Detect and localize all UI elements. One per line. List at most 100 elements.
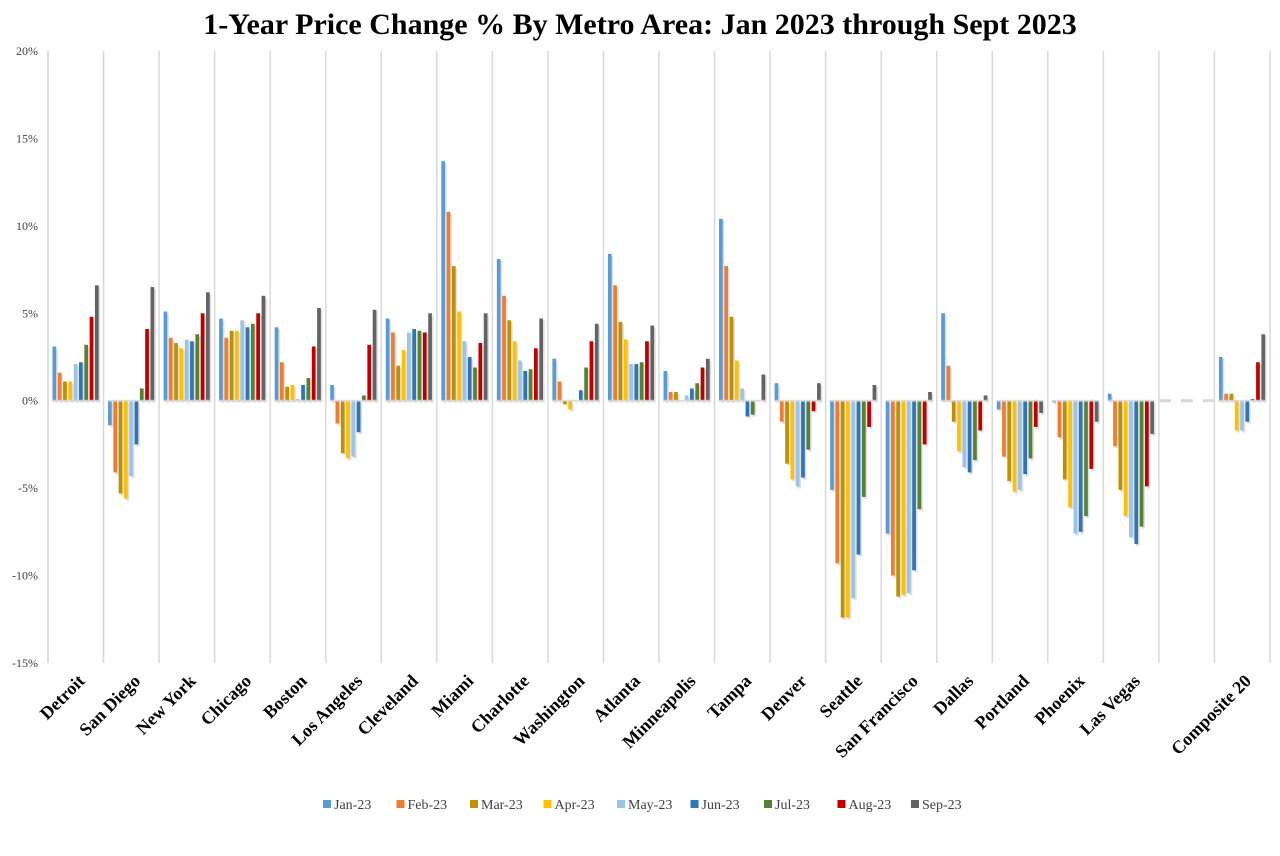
bar — [467, 357, 472, 401]
bar — [174, 343, 178, 401]
x-tick-label: Miami — [427, 671, 477, 721]
bar — [719, 218, 723, 401]
bar — [552, 358, 557, 401]
bar — [700, 367, 705, 401]
bar — [412, 329, 417, 401]
bar — [534, 348, 538, 401]
bar — [63, 381, 67, 401]
bar — [52, 346, 57, 401]
bar — [734, 360, 739, 401]
y-axis: 20% 15% 10% 5% 0% -5% -10% -15% — [12, 44, 49, 670]
bar — [1068, 400, 1072, 508]
bar — [790, 400, 795, 480]
bar — [1073, 400, 1078, 534]
bar — [896, 400, 900, 597]
bar — [589, 341, 594, 401]
bar — [473, 367, 477, 401]
bar — [885, 400, 890, 534]
bar — [235, 330, 239, 401]
y-tick-label: -15% — [12, 656, 38, 670]
bar — [623, 339, 628, 401]
x-tick-label: Boston — [259, 671, 311, 723]
bar — [351, 400, 356, 457]
bar — [779, 400, 784, 422]
bar — [634, 363, 639, 401]
legend-label: Jun-23 — [702, 798, 740, 813]
bar — [1118, 400, 1123, 490]
bar — [356, 400, 361, 433]
bar — [346, 400, 350, 459]
bar — [613, 285, 617, 401]
bar — [1218, 357, 1223, 401]
y-tick-label: -10% — [12, 569, 38, 583]
bar — [145, 329, 149, 401]
bar — [1150, 400, 1155, 434]
bar — [184, 339, 189, 401]
bar — [311, 346, 316, 401]
bar-shadow — [1252, 400, 1257, 403]
bar — [190, 341, 194, 401]
legend-swatch — [690, 800, 699, 808]
bar — [1089, 400, 1094, 469]
bar — [290, 384, 295, 401]
x-tick-label: Chicago — [197, 671, 256, 730]
bar-shadow — [564, 402, 569, 407]
bar — [385, 318, 390, 401]
bar — [983, 395, 988, 401]
bar — [846, 400, 850, 618]
y-tick-label: 0% — [22, 394, 38, 408]
bar — [867, 400, 871, 427]
y-tick-label: 10% — [16, 219, 38, 233]
bar — [57, 372, 62, 401]
bar — [317, 308, 321, 401]
legend-label: May-23 — [628, 798, 672, 813]
bar — [817, 383, 821, 401]
bar — [557, 381, 562, 401]
bar — [967, 400, 972, 473]
bar — [774, 383, 779, 401]
bar — [1084, 400, 1088, 517]
bar — [118, 400, 123, 494]
bar — [274, 327, 279, 401]
bar — [912, 400, 916, 571]
legend-swatch — [543, 800, 552, 808]
bar — [856, 400, 861, 555]
bar — [568, 400, 573, 410]
bar — [168, 337, 173, 401]
x-tick-label: New York — [132, 671, 200, 739]
legend-label: Aug-23 — [849, 798, 892, 813]
bar — [962, 400, 967, 468]
bar — [978, 400, 983, 431]
bar — [256, 313, 260, 401]
bar — [1129, 400, 1133, 538]
bar — [563, 400, 567, 405]
bar — [512, 341, 517, 401]
x-tick-label: Cleveland — [353, 671, 422, 740]
bar — [73, 363, 78, 401]
chart-title: 1-Year Price Change % By Metro Area: Jan… — [203, 8, 1077, 41]
bar — [618, 322, 623, 401]
bar — [1245, 400, 1250, 422]
bar — [840, 400, 845, 618]
bar — [1012, 400, 1017, 492]
legend: Jan-23 Feb-23 Mar-23 Apr-23 May-23 Jun-23 Jul-… — [323, 798, 962, 813]
bar — [89, 316, 94, 401]
bar — [946, 365, 951, 401]
legend-swatch — [837, 800, 846, 808]
bar — [441, 161, 446, 401]
bar — [129, 400, 133, 476]
bar — [1113, 400, 1117, 447]
bar — [594, 323, 599, 401]
legend-label: Jan-23 — [334, 798, 371, 813]
legend-label: Mar-23 — [481, 798, 523, 813]
bar — [478, 343, 483, 401]
x-tick-label: Atlanta — [589, 671, 644, 726]
bar — [496, 259, 501, 401]
legend-label: Feb-23 — [408, 798, 448, 813]
bar-shadow — [757, 402, 762, 404]
bar — [830, 400, 834, 490]
bar — [1023, 400, 1028, 475]
bar — [362, 395, 366, 401]
bar — [957, 400, 961, 452]
